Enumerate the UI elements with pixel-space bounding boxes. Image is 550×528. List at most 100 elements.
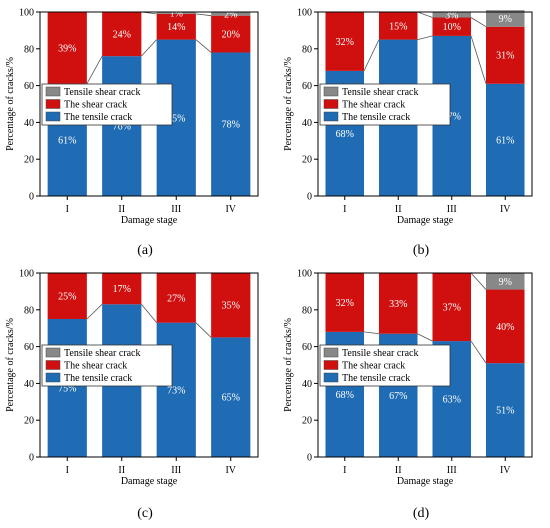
legend-label: Tensile shear crack xyxy=(64,87,140,98)
legend-label: The tensile crack xyxy=(342,112,410,123)
y-tick-label: 100 xyxy=(297,8,312,19)
panel-caption: (a) xyxy=(137,243,153,258)
data-label: 68% xyxy=(336,390,354,401)
connector-line xyxy=(470,272,487,290)
x-axis-title: Damage stage xyxy=(397,476,454,487)
x-tick-label: I xyxy=(343,465,346,476)
data-label: 61% xyxy=(496,135,514,146)
data-label: 35% xyxy=(222,301,240,312)
y-tick-label: 0 xyxy=(29,453,34,464)
bar-the-shear-crack-ii xyxy=(102,12,142,57)
x-tick-label: IV xyxy=(225,204,236,215)
connector-line xyxy=(470,35,487,84)
connector-line xyxy=(86,55,103,84)
y-tick-label: 80 xyxy=(302,305,312,316)
bar-the-tensile-crack-iv xyxy=(485,83,525,196)
data-label: 31% xyxy=(496,51,514,62)
y-tick-label: 0 xyxy=(29,192,34,203)
bar-the-shear-crack-iv xyxy=(211,15,251,53)
plot-frame xyxy=(317,272,533,458)
legend-swatch-the-shear-crack xyxy=(45,99,61,109)
bar-the-shear-crack-iv xyxy=(211,273,251,338)
x-tick-label: IV xyxy=(500,204,511,215)
connector-line xyxy=(141,304,157,323)
y-tick-label: 60 xyxy=(302,342,312,353)
data-label: 3% xyxy=(445,10,458,21)
plot-frame xyxy=(317,11,533,197)
connector-line xyxy=(195,39,212,53)
x-tick-label: III xyxy=(171,465,181,476)
bar-the-shear-crack-iii xyxy=(432,17,472,36)
y-tick-label: 100 xyxy=(297,269,312,280)
data-label: 75% xyxy=(58,384,76,395)
data-label: 14% xyxy=(167,22,185,33)
bar-the-shear-crack-i xyxy=(47,273,87,319)
data-label: 25% xyxy=(58,292,76,303)
bar-tensile-shear-crack-iv xyxy=(485,10,525,27)
y-axis-title: Percentage of cracks/% xyxy=(5,318,16,412)
x-axis-title: Damage stage xyxy=(121,476,178,487)
data-label: 68% xyxy=(336,129,354,140)
data-label: 27% xyxy=(167,293,185,304)
bar-the-shear-crack-ii xyxy=(102,273,142,305)
connector-line xyxy=(470,17,487,28)
data-label: 85% xyxy=(167,113,185,124)
data-label: 87% xyxy=(443,111,461,122)
y-tick-label: 40 xyxy=(24,379,34,390)
y-axis-title: Percentage of cracks/% xyxy=(5,57,16,151)
y-tick-label: 60 xyxy=(302,81,312,92)
legend-label: The shear crack xyxy=(342,100,405,111)
bar-the-shear-crack-iii xyxy=(156,13,196,40)
x-tick-label: II xyxy=(395,204,402,215)
data-label: 78% xyxy=(222,120,240,131)
y-tick-label: 60 xyxy=(24,342,34,353)
panel-caption: (c) xyxy=(137,506,153,521)
data-label: 51% xyxy=(496,406,514,417)
panel-caption: (d) xyxy=(413,506,430,521)
data-label: 32% xyxy=(336,37,354,48)
legend-label: Tensile shear crack xyxy=(64,348,140,359)
y-tick-label: 20 xyxy=(302,155,312,166)
y-tick-label: 20 xyxy=(302,416,312,427)
y-tick-label: 60 xyxy=(24,81,34,92)
bar-the-shear-crack-i xyxy=(325,273,365,332)
connector-line xyxy=(141,39,157,57)
x-tick-label: I xyxy=(66,465,69,476)
x-axis-title: Damage stage xyxy=(397,215,454,226)
legend-label: Tensile shear crack xyxy=(342,87,418,98)
data-label: 32% xyxy=(336,298,354,309)
y-tick-label: 100 xyxy=(19,8,34,19)
data-label: 33% xyxy=(389,299,407,310)
connector-line xyxy=(470,340,487,364)
connector-line xyxy=(363,39,380,72)
data-label: 24% xyxy=(113,30,131,41)
panel-1: 61% 39% 76% 24% 85% 14% 1% 78% 20% 2% 0 20 40 60 80 100… xyxy=(5,8,259,258)
bar-the-tensile-crack-iv xyxy=(211,337,251,457)
y-tick-label: 40 xyxy=(302,379,312,390)
data-label: 9% xyxy=(499,14,512,25)
legend-label: The tensile crack xyxy=(342,373,410,384)
legend-swatch-tensile-shear-crack xyxy=(323,86,339,97)
connector-line xyxy=(417,11,433,18)
data-label: 15% xyxy=(389,21,407,32)
bar-the-shear-crack-iii xyxy=(156,273,196,323)
y-axis-title: Percentage of cracks/% xyxy=(283,57,294,151)
x-tick-label: II xyxy=(118,204,125,215)
legend-swatch-the-tensile-crack xyxy=(45,372,61,383)
legend-swatch-tensile-shear-crack xyxy=(45,347,61,358)
data-label: 39% xyxy=(58,43,76,54)
legend-swatch-the-tensile-crack xyxy=(45,111,61,122)
data-label: 76% xyxy=(113,122,131,133)
y-tick-label: 20 xyxy=(24,416,34,427)
legend-swatch-the-shear-crack xyxy=(323,360,339,370)
data-label: 67% xyxy=(389,391,407,402)
bar-the-shear-crack-iii xyxy=(432,273,472,342)
connector-line xyxy=(86,303,103,320)
bar-the-shear-crack-ii xyxy=(378,12,418,40)
